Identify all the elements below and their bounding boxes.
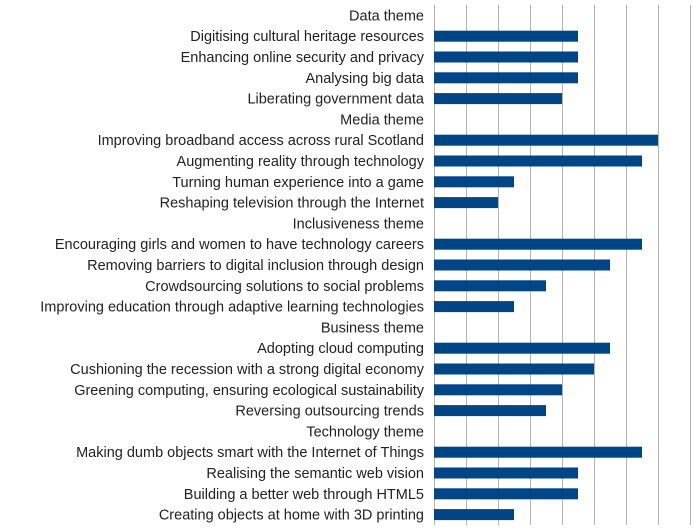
category-label: Media theme: [340, 112, 424, 128]
category-label: Data theme: [349, 8, 424, 24]
bar-series: [434, 30, 658, 521]
bar: [434, 509, 514, 521]
bar: [434, 134, 658, 146]
bar: [434, 93, 562, 105]
bar: [434, 467, 578, 479]
bar: [434, 51, 578, 63]
bar: [434, 238, 642, 250]
bar: [434, 155, 642, 167]
bar: [434, 30, 578, 42]
category-label: Turning human experience into a game: [172, 175, 424, 191]
category-label: Crowdsourcing solutions to social proble…: [145, 279, 424, 295]
bar: [434, 72, 578, 84]
bar: [434, 342, 610, 354]
category-label: Inclusiveness theme: [293, 216, 424, 232]
category-labels: Data theme Digitising cultural heritage r…: [40, 8, 425, 523]
category-label: Augmenting reality through technology: [177, 154, 425, 170]
category-label: Making dumb objects smart with the Inter…: [76, 445, 424, 461]
bar: [434, 384, 562, 396]
category-label: Analysing big data: [306, 71, 425, 87]
category-label: Improving broadband access across rural …: [98, 133, 424, 149]
bar: [434, 176, 514, 188]
category-label: Realising the semantic web vision: [206, 466, 424, 482]
bar: [434, 363, 594, 375]
category-label: Enhancing online security and privacy: [181, 50, 425, 66]
category-label: Greening computing, ensuring ecological …: [74, 383, 425, 399]
category-label: Business theme: [321, 320, 424, 336]
bar: [434, 488, 578, 500]
category-label: Encouraging girls and women to have tech…: [55, 237, 424, 253]
bar: [434, 446, 642, 458]
bar: [434, 405, 546, 417]
category-label: Reversing outsourcing trends: [235, 404, 424, 420]
bar: [434, 301, 514, 313]
category-label: Removing barriers to digital inclusion t…: [87, 258, 424, 274]
category-label: Improving education through adaptive lea…: [40, 300, 424, 316]
category-label: Technology theme: [306, 424, 424, 440]
category-label: Building a better web through HTML5: [184, 487, 424, 503]
category-label: Adopting cloud computing: [257, 341, 424, 357]
bar: [434, 197, 498, 209]
bar: [434, 259, 610, 271]
category-label: Cushioning the recession with a strong d…: [70, 362, 425, 378]
category-label: Liberating government data: [247, 92, 424, 108]
category-label: Digitising cultural heritage resources: [190, 29, 424, 45]
bar: [434, 280, 546, 292]
category-label: Creating objects at home with 3D printin…: [159, 508, 424, 524]
category-label: Reshaping television through the Interne…: [160, 196, 424, 212]
